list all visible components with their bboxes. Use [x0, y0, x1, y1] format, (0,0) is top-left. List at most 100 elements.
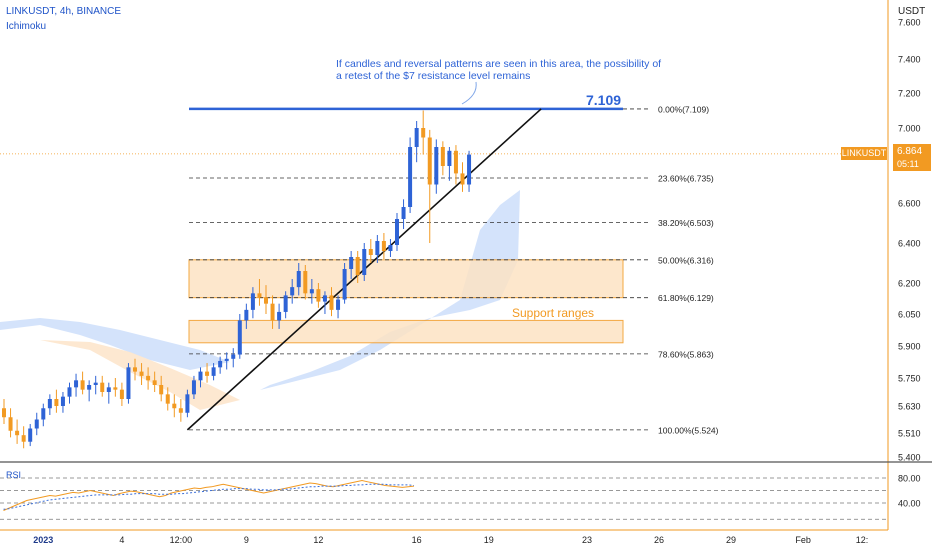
annotation-note: If candles and reversal patterns are see…	[336, 58, 662, 82]
candle-body-30	[198, 371, 203, 381]
candle-body-53	[349, 257, 354, 269]
candle-body-1	[8, 417, 13, 431]
ichimoku-cloud-bull	[0, 318, 230, 370]
price-tick-3: 7.000	[898, 124, 921, 134]
candle-body-12	[80, 380, 85, 390]
price-tick-1: 7.400	[898, 55, 921, 65]
candle-body-47	[309, 289, 314, 294]
candle-body-46	[303, 271, 308, 294]
candle-body-14	[93, 382, 98, 385]
price-tick-2: 7.200	[898, 89, 921, 99]
fib-label-1: 23.60%(6.735)	[658, 174, 714, 184]
price-tick-8: 6.050	[898, 310, 921, 320]
resistance-value: 7.109	[586, 92, 622, 108]
candle-body-0	[2, 408, 6, 418]
fib-label-3: 50.00%(6.316)	[658, 255, 714, 265]
time-label-0: 2023	[33, 535, 53, 545]
fib-label-5: 78.60%(5.863)	[658, 349, 714, 359]
fib-label-4: 61.80%(6.129)	[658, 293, 714, 303]
candle-body-24	[159, 385, 164, 395]
support-zone-1	[188, 259, 624, 299]
candle-body-55	[362, 249, 367, 275]
candle-body-23	[152, 380, 157, 385]
fib-label-0: 0.00%(7.109)	[658, 104, 709, 114]
candle-body-40	[264, 297, 268, 304]
time-label-11: 12:	[856, 535, 869, 545]
candle-body-39	[257, 293, 262, 298]
support-zone-2	[188, 319, 624, 344]
candle-body-43	[283, 295, 288, 312]
rsi-line	[3, 479, 415, 511]
rsi-tick-0: 80.00	[898, 474, 921, 484]
fib-label-6: 100.00%(5.524)	[658, 425, 719, 435]
time-label-8: 26	[654, 535, 664, 545]
candle-body-37	[244, 309, 249, 321]
rsi-label[interactable]: RSI	[6, 470, 22, 480]
rsi-tick-1: 40.00	[898, 499, 921, 509]
candle-body-59	[388, 245, 393, 251]
time-label-5: 16	[412, 535, 422, 545]
time-label-6: 19	[484, 535, 494, 545]
candle-body-54	[355, 257, 360, 275]
candle-body-36	[237, 320, 242, 355]
candle-body-48	[316, 289, 321, 302]
candle-body-16	[106, 387, 111, 392]
time-label-2: 12:00	[170, 535, 193, 545]
candle-body-28	[185, 394, 190, 413]
price-tick-12: 5.510	[898, 429, 921, 439]
candle-body-10	[67, 387, 72, 397]
price-tick-10: 5.750	[898, 374, 921, 384]
current-price: 6.864	[897, 146, 923, 157]
candle-body-29	[191, 380, 196, 395]
candle-body-31	[205, 371, 210, 376]
candle-body-8	[54, 399, 59, 406]
support-label: Support ranges	[512, 306, 595, 320]
candle-body-20	[133, 367, 137, 372]
candle-body-25	[165, 394, 170, 404]
candle-body-51	[336, 299, 341, 310]
candle-body-52	[342, 269, 347, 300]
candle-body-13	[87, 385, 92, 390]
bar-countdown: 05:11	[897, 159, 919, 169]
indicator-label[interactable]: Ichimoku	[6, 21, 47, 32]
candle-body-45	[296, 271, 301, 288]
price-tick-6: 6.400	[898, 239, 921, 249]
candle-body-21	[139, 371, 144, 376]
annotation-pointer	[461, 81, 477, 105]
candle-body-68	[447, 150, 452, 166]
candle-body-61	[401, 207, 406, 219]
time-label-1: 4	[119, 535, 124, 545]
candle-body-7	[47, 399, 52, 409]
candle-body-71	[467, 154, 472, 185]
candle-body-11	[74, 380, 79, 388]
current-price-box: 6.864 05:11	[893, 144, 931, 171]
candle-body-69	[453, 150, 458, 174]
candle-body-33	[218, 360, 223, 368]
chart-title: LINKUSDT, 4h, BINANCE	[6, 6, 122, 17]
candle-body-64	[421, 128, 426, 138]
price-tick-0: 7.600	[898, 18, 921, 28]
candle-body-9	[60, 396, 65, 406]
candle-body-32	[211, 367, 216, 376]
rsi-signal-line	[3, 483, 415, 510]
candle-body-22	[146, 375, 151, 381]
candle-body-26	[172, 403, 177, 409]
candle-body-19	[126, 367, 131, 399]
candle-body-41	[270, 303, 275, 321]
candle-body-56	[368, 249, 373, 255]
candle-body-38	[250, 293, 255, 310]
candle-body-65	[427, 137, 432, 185]
candle-body-60	[395, 219, 399, 245]
time-label-4: 12	[313, 535, 323, 545]
time-label-3: 9	[244, 535, 249, 545]
candle-body-5	[34, 419, 39, 429]
candle-body-58	[381, 241, 386, 251]
candle-body-27	[178, 408, 183, 413]
candle-body-62	[408, 147, 413, 207]
candle-body-44	[290, 287, 295, 296]
candle-body-4	[28, 428, 33, 442]
time-label-7: 23	[582, 535, 592, 545]
price-tick-13: 5.400	[898, 453, 921, 463]
time-label-9: 29	[726, 535, 736, 545]
